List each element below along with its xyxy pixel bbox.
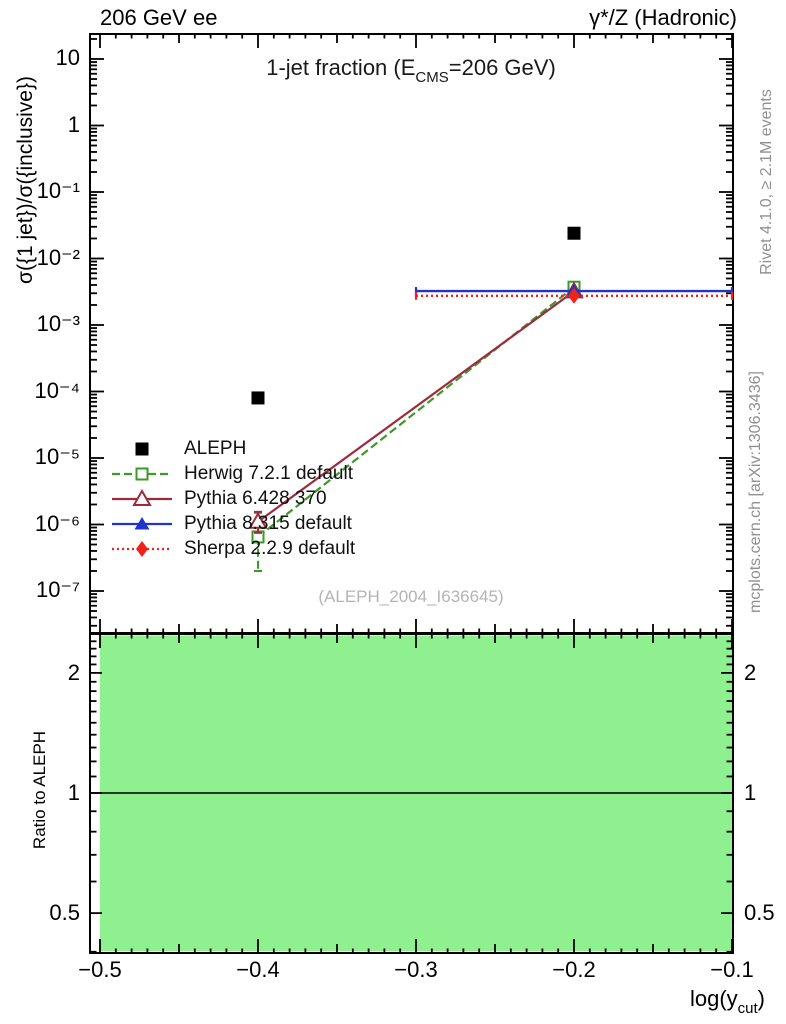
x-tick-label: −0.5 (78, 957, 122, 982)
x-tick-label: −0.1 (710, 957, 754, 982)
ratio-tick-label-left: 2 (67, 659, 80, 685)
rivet-version-note: Rivet 4.1.0, ≥ 2.1M events (758, 89, 775, 275)
y-tick-label: 10⁻⁷ (35, 577, 80, 602)
legend-item-sherpa: Sherpa 2.2.9 default (111, 536, 355, 561)
legend-item-aleph: ALEPH (111, 436, 355, 461)
header-process: γ*/Z (Hadronic) (589, 5, 737, 30)
aleph-marker-icon (111, 438, 173, 460)
x-tick-label: −0.4 (236, 957, 280, 982)
legend-item-herwig: Herwig 7.2.1 default (111, 461, 355, 486)
y-tick-label: 1 (67, 111, 80, 137)
ratio-tick-label-right: 2 (744, 659, 757, 685)
y-tick-label: 10⁻⁴ (34, 377, 80, 403)
y-tick-label: 10⁻⁶ (34, 510, 80, 536)
y-tick-label: 10⁻³ (36, 311, 80, 336)
legend-label: Sherpa 2.2.9 default (184, 537, 356, 559)
x-tick-label: −0.3 (394, 957, 438, 982)
series-aleph (251, 226, 581, 405)
series-sherpa-2-2-9-default (414, 287, 734, 304)
x-axis-title: log(ycut) (689, 986, 765, 1017)
mcplots-reference-note: mcplots.cern.ch [arXiv:1306.3436] (747, 371, 764, 613)
ratio-tick-label-left: 1 (67, 780, 80, 805)
ratio-tick-label-right: 0.5 (744, 900, 775, 926)
y-tick-label: 10 (55, 45, 80, 70)
pythia6-marker-icon (111, 488, 173, 510)
sherpa-marker-icon (111, 538, 173, 560)
y-tick-label: 10⁻⁵ (34, 444, 80, 469)
y-tick-label: 10⁻² (36, 244, 80, 270)
analysis-id-watermark: (ALEPH_2004_I636645) (318, 587, 504, 606)
legend-item-pythia8: Pythia 8.315 default (111, 511, 355, 536)
plot-title: 1-jet fraction (ECMS=206 GeV) (266, 55, 556, 86)
legend-label: Pythia 8.315 default (184, 512, 352, 534)
x-tick-label: −0.2 (552, 957, 596, 982)
legend-label: Pythia 6.428 370 (184, 487, 327, 509)
legend-item-pythia6: Pythia 6.428 370 (111, 486, 355, 511)
pythia8-marker-icon (111, 513, 173, 535)
legend-label: ALEPH (184, 437, 247, 459)
ratio-tick-label-right: 1 (744, 780, 757, 805)
y-tick-label: 10⁻¹ (36, 178, 80, 203)
legend: ALEPH Herwig 7.2.1 default Pythia 6.428 … (111, 436, 355, 561)
header-beam-energy: 206 GeV ee (100, 5, 218, 30)
ratio-tick-label-left: 0.5 (49, 900, 80, 926)
herwig-marker-icon (111, 463, 173, 485)
legend-label: Herwig 7.2.1 default (184, 462, 353, 484)
